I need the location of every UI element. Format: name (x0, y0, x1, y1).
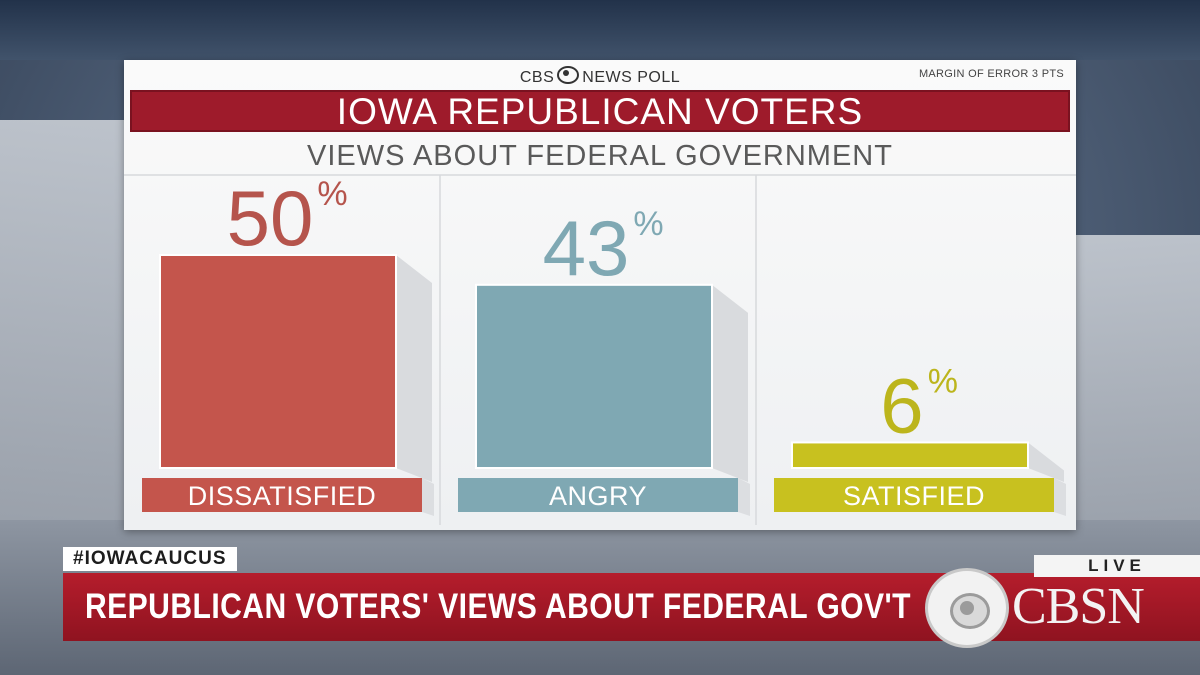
logo-iris (950, 593, 990, 629)
poll-card: CBS NEWS POLL MARGIN OF ERROR 3 PTS IOWA … (124, 60, 1076, 530)
category-strip-angry (458, 478, 738, 512)
logo-pupil (960, 601, 974, 615)
studio-backdrop-right (1070, 235, 1200, 545)
label-strip-shadow (1054, 478, 1066, 516)
network-logo: CBSN (1012, 578, 1145, 635)
label-strip-shadow (738, 478, 750, 516)
bar-shadow (712, 284, 748, 482)
poll-brand: CBS NEWS POLL (124, 66, 1076, 87)
category-strip-dissatisfied (142, 478, 422, 512)
category-strip-satisfied (774, 478, 1054, 512)
brand-cbs: CBS (519, 69, 555, 86)
percent-sign-dissatisfied: % (317, 175, 347, 213)
studio-backdrop-left (0, 120, 140, 540)
percent-sign-satisfied: % (928, 362, 958, 400)
poll-subtitle: VIEWS ABOUT FEDERAL GOVERNMENT (307, 140, 893, 172)
margin-of-error: MARGIN OF ERROR 3 PTS (918, 68, 1064, 80)
live-badge: LIVE (1034, 555, 1200, 577)
label-strip-shadow (422, 478, 434, 516)
bar-shadow (1028, 442, 1064, 482)
poll-title: IOWA REPUBLICAN VOTERS (130, 90, 1070, 132)
value-label-angry: 43 (543, 204, 630, 292)
bar-satisfied (791, 441, 1029, 470)
category-label-angry: ANGRY (549, 481, 647, 511)
hashtag-tag: #IOWACAUCUS (63, 547, 237, 571)
bar-shadow (396, 255, 432, 482)
value-label-dissatisfied: 50 (227, 174, 314, 262)
bar-chart: 50 % DISSATISFIED 43 % ANGRY 6 % SATISFIED (124, 174, 1076, 525)
category-label-dissatisfied: DISSATISFIED (188, 481, 377, 511)
value-label-satisfied: 6 (880, 361, 923, 449)
percent-sign-angry: % (633, 205, 663, 243)
studio-backdrop-top (0, 0, 1200, 60)
headline: REPUBLICAN VOTERS' VIEWS ABOUT FEDERAL G… (85, 587, 911, 626)
bar-dissatisfied (159, 254, 397, 469)
category-label-satisfied: SATISFIED (843, 481, 985, 511)
cbs-eye-logo-icon (925, 568, 1009, 648)
bar-angry (475, 283, 713, 469)
brand-news-poll: NEWS POLL (582, 69, 681, 86)
lower-third-bar: REPUBLICAN VOTERS' VIEWS ABOUT FEDERAL G… (63, 573, 1200, 641)
cbs-eye-icon (557, 66, 580, 84)
